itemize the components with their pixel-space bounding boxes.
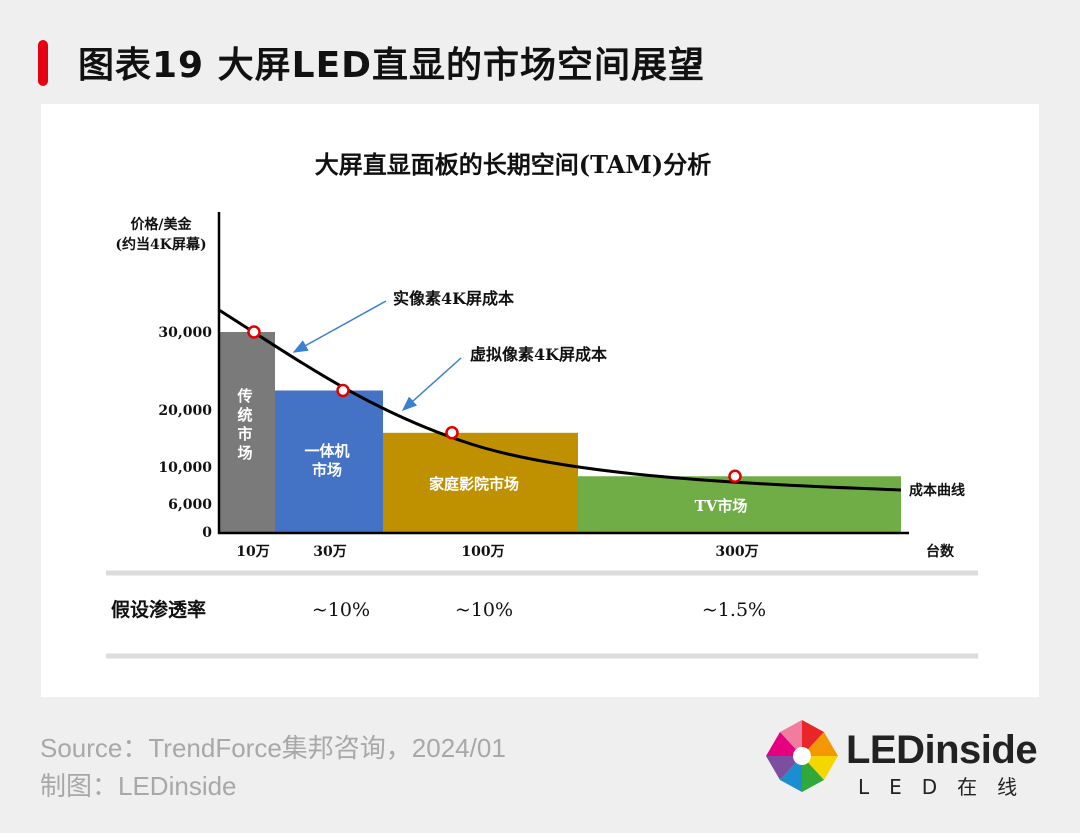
cost-curve	[218, 308, 902, 492]
x-tick-label: 300万	[715, 544, 758, 560]
penetration-value: ~10%	[455, 599, 513, 621]
page-title: 图表19 大屏LED直显的市场空间展望	[78, 45, 706, 86]
segment-label: 传	[236, 387, 252, 405]
segment-label: 市场	[312, 461, 342, 479]
bar-segment	[275, 390, 383, 532]
curve-marker	[336, 383, 350, 398]
x-tick-label: 100万	[461, 544, 504, 560]
title-accent-bar	[38, 40, 48, 86]
y-tick-label: 10,000	[158, 460, 212, 476]
annotation-arrow	[292, 300, 387, 353]
penetration-value: ~1.5%	[702, 599, 766, 621]
penetration-value: ~10%	[312, 599, 370, 621]
x-tick-label: 10万	[236, 544, 269, 560]
logo-brand: LEDinside	[846, 728, 1038, 772]
y-axis-label: (约当4K屏幕)	[115, 236, 206, 253]
curve-marker	[728, 469, 742, 483]
chart-title: 大屏直显面板的长期空间(TAM)分析	[315, 150, 711, 179]
ledinside-logo-icon	[766, 720, 838, 792]
curve-marker	[445, 426, 459, 440]
source-text: Source：TrendForce集邦咨询，2024/01	[40, 733, 506, 763]
annotation-arrow	[401, 357, 462, 412]
bar-segment	[220, 332, 275, 532]
y-tick-label: 0	[202, 525, 212, 541]
segment-label: TV市场	[695, 497, 748, 515]
segment-label: 场	[237, 444, 252, 462]
segment-label: 市	[237, 425, 252, 443]
penetration-label: 假设渗透率	[111, 598, 206, 621]
y-axis-label: 价格/美金	[130, 216, 192, 233]
x-axis-label: 台数	[926, 543, 955, 560]
x-tick-label: 30万	[313, 544, 346, 560]
segment-label: 一体机	[304, 442, 349, 460]
curve-marker	[247, 325, 261, 339]
annotation-label: 虚拟像素4K屏成本	[470, 345, 607, 364]
segment-label: 家庭影院市场	[429, 475, 519, 493]
cost-curve-label: 成本曲线	[909, 482, 965, 499]
logo-subtitle: LED在线	[858, 775, 1038, 799]
y-tick-label: 20,000	[158, 403, 212, 419]
chart-card: 大屏直显面板的长期空间(TAM)分析 价格/美金 (约当4K屏幕) 传统市场一体机 市场…	[41, 104, 1039, 697]
segment-label: 统	[237, 406, 252, 424]
credit-text: 制图：LEDinside	[40, 771, 237, 801]
annotation-label: 实像素4K屏成本	[393, 289, 514, 308]
y-tick-label: 30,000	[158, 325, 212, 341]
bar-segment	[578, 476, 901, 532]
y-tick-label: 6,000	[168, 497, 212, 513]
bar-segment	[383, 432, 578, 532]
